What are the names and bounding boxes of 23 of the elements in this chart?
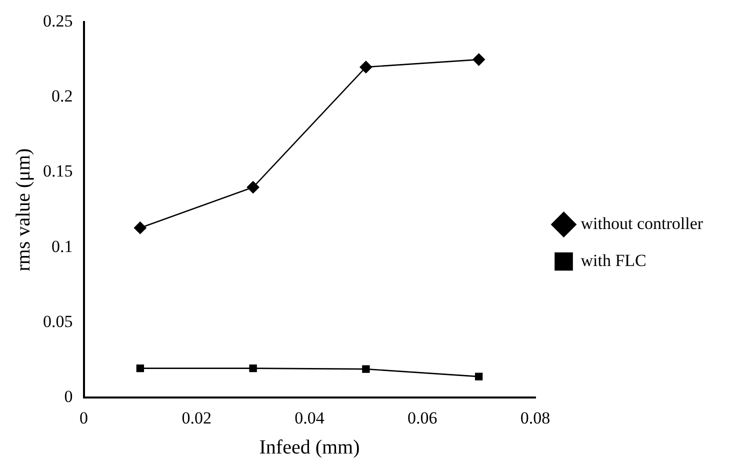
legend-label: without controller bbox=[580, 214, 704, 233]
point bbox=[136, 364, 144, 372]
point bbox=[474, 372, 483, 380]
y-tick-label: 0.15 bbox=[43, 162, 73, 181]
x-tick-label: 0.02 bbox=[182, 408, 212, 428]
point bbox=[246, 181, 260, 194]
point bbox=[134, 222, 146, 234]
x-tick-label: 0.08 bbox=[520, 408, 550, 428]
y-tick-label: 0.25 bbox=[43, 11, 73, 30]
y-tick-label: 0 bbox=[64, 387, 73, 406]
y-axis-title: rms value (μm) bbox=[12, 148, 34, 272]
x-tick-label: 0 bbox=[80, 408, 88, 428]
legend-label: with FLC bbox=[580, 250, 646, 270]
point bbox=[362, 365, 370, 373]
point bbox=[249, 364, 257, 372]
x-tick-label: 0.06 bbox=[408, 408, 438, 428]
point bbox=[360, 60, 372, 74]
x-tick-label: 0.04 bbox=[294, 408, 325, 428]
y-tick-label: 0.1 bbox=[52, 236, 73, 256]
y-tick-label: 0.2 bbox=[52, 86, 73, 106]
x-axis-title: Infeed (mm) bbox=[259, 436, 360, 458]
point bbox=[472, 53, 485, 66]
y-tick-label: 0.05 bbox=[43, 312, 73, 331]
